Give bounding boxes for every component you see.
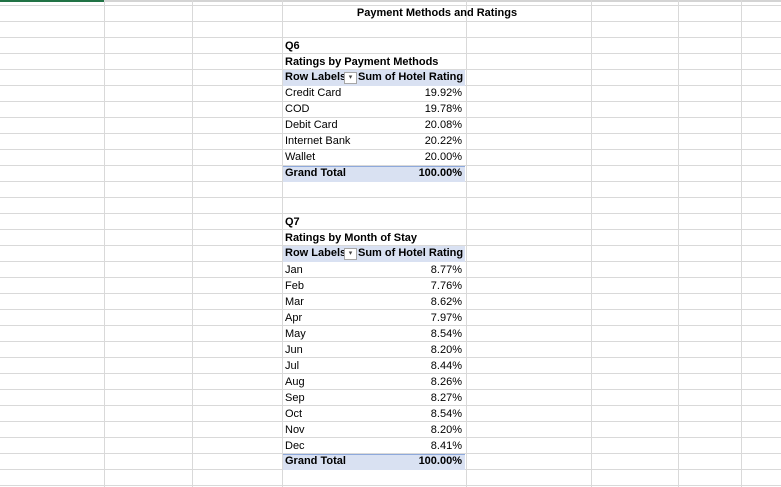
q7-row-label[interactable]: Sep [285, 392, 305, 404]
row-gridline [0, 373, 781, 374]
q7-row-value[interactable]: 8.26% [430, 376, 462, 388]
row-gridline [0, 357, 781, 358]
q7-total-row [283, 454, 465, 470]
q6-row-label[interactable]: Debit Card [285, 119, 338, 131]
row-gridline [0, 245, 781, 246]
row-gridline [0, 341, 781, 342]
q6-row-label[interactable]: COD [285, 103, 310, 115]
q7-row-label[interactable]: Apr [285, 312, 303, 324]
row-gridline [0, 21, 781, 22]
q7-row-value[interactable]: 8.44% [430, 360, 462, 372]
q6-row-label[interactable]: Wallet [285, 151, 316, 163]
column-gridline [591, 0, 592, 487]
q7-label[interactable]: Q7 [285, 216, 300, 228]
row-gridline [0, 213, 781, 214]
q6-row-label[interactable]: Internet Bank [285, 135, 351, 147]
column-gridline [192, 0, 193, 487]
q7-row-value[interactable]: 8.20% [430, 344, 462, 356]
q7-row-label[interactable]: Nov [285, 424, 305, 436]
row-gridline [0, 165, 781, 166]
q7-pivot-header [283, 246, 465, 262]
q6-row-value[interactable]: 19.78% [424, 103, 462, 115]
q7-row-labels-header[interactable]: Row Labels [285, 247, 347, 259]
q7-row-label[interactable]: Jan [285, 264, 303, 276]
row-gridline [0, 69, 781, 70]
q7-total-label[interactable]: Grand Total [285, 455, 346, 467]
row-gridline [0, 325, 781, 326]
q6-row-value[interactable]: 19.92% [424, 87, 462, 99]
row-gridline [0, 405, 781, 406]
row-gridline [0, 293, 781, 294]
q7-row-label[interactable]: Oct [285, 408, 303, 420]
q6-total-label[interactable]: Grand Total [285, 167, 346, 179]
q7-row-value[interactable]: 7.97% [430, 312, 462, 324]
q6-row-value[interactable]: 20.22% [424, 135, 462, 147]
q6-row-value[interactable]: 20.00% [424, 151, 462, 163]
filter-dropdown-icon[interactable]: ▾ [344, 72, 357, 84]
q7-row-label[interactable]: Jun [285, 344, 303, 356]
q7-row-value[interactable]: 8.77% [430, 264, 462, 276]
q7-row-value[interactable]: 8.20% [430, 424, 462, 436]
q7-row-label[interactable]: Jul [285, 360, 300, 372]
row-gridline [0, 53, 781, 54]
top-border [0, 0, 781, 2]
q6-row-label[interactable]: Credit Card [285, 87, 342, 99]
q7-row-label[interactable]: Aug [285, 376, 305, 388]
q7-row-label[interactable]: May [285, 328, 306, 340]
column-gridline [466, 0, 467, 487]
row-gridline [0, 197, 781, 198]
q7-row-label[interactable]: Feb [285, 280, 304, 292]
row-gridline [0, 5, 781, 6]
row-gridline [0, 453, 781, 454]
q7-sum-header[interactable]: Sum of Hotel Rating [358, 247, 464, 259]
row-gridline [0, 149, 781, 150]
sheet-title[interactable]: Payment Methods and Ratings [356, 7, 518, 19]
column-gridline [282, 0, 283, 487]
row-gridline [0, 277, 781, 278]
q6-subtitle[interactable]: Ratings by Payment Methods [285, 56, 439, 68]
row-gridline [0, 133, 781, 134]
row-gridline [0, 485, 781, 486]
filter-dropdown-icon[interactable]: ▾ [344, 248, 357, 260]
q6-row-value[interactable]: 20.08% [424, 119, 462, 131]
selected-column-indicator [0, 0, 104, 2]
row-gridline [0, 101, 781, 102]
q7-row-label[interactable]: Dec [285, 440, 305, 452]
column-gridline [104, 0, 105, 487]
q6-sum-header[interactable]: Sum of Hotel Rating [358, 71, 464, 83]
q7-row-value[interactable]: 8.54% [430, 408, 462, 420]
q6-row-labels-header[interactable]: Row Labels [285, 71, 347, 83]
row-gridline [0, 437, 781, 438]
row-gridline [0, 389, 781, 390]
q7-row-label[interactable]: Mar [285, 296, 304, 308]
q7-row-value[interactable]: 7.76% [430, 280, 462, 292]
column-gridline [678, 0, 679, 487]
q6-total-row [283, 166, 465, 182]
row-gridline [0, 421, 781, 422]
column-gridline [741, 0, 742, 487]
q6-total-value[interactable]: 100.00% [418, 167, 462, 179]
q6-label[interactable]: Q6 [285, 40, 300, 52]
q7-row-value[interactable]: 8.62% [430, 296, 462, 308]
q7-row-value[interactable]: 8.27% [430, 392, 462, 404]
q7-row-value[interactable]: 8.54% [430, 328, 462, 340]
row-gridline [0, 37, 781, 38]
q6-pivot-header [283, 70, 465, 86]
row-gridline [0, 229, 781, 230]
row-gridline [0, 309, 781, 310]
q7-subtitle[interactable]: Ratings by Month of Stay [285, 232, 417, 244]
q7-row-value[interactable]: 8.41% [430, 440, 462, 452]
q7-total-value[interactable]: 100.00% [418, 455, 462, 467]
row-gridline [0, 117, 781, 118]
